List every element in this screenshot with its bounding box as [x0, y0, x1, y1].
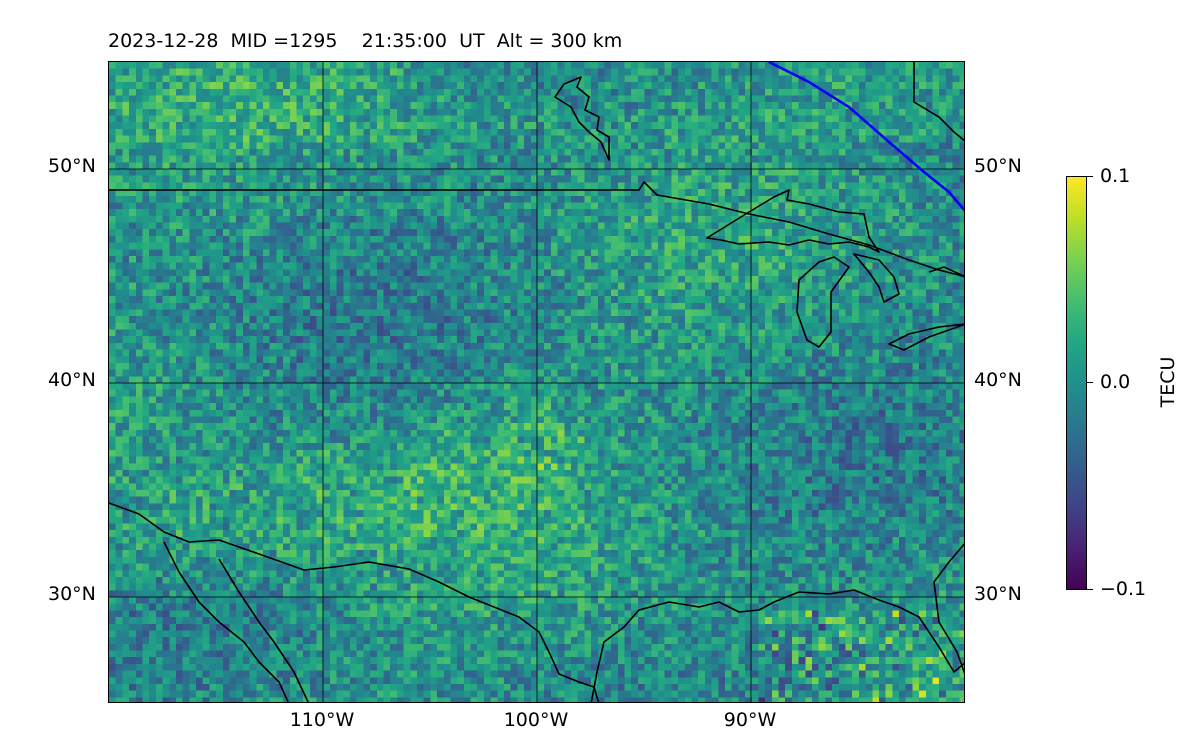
title-alt: Alt = 300 km [496, 30, 623, 52]
hudson-bay-coast [554, 76, 610, 161]
coastlines-and-borders [109, 62, 964, 702]
lat-label-right-50n: 50°N [974, 155, 1022, 177]
lat-label-right-30n: 30°N [974, 583, 1022, 605]
colorbar-tick-min [1087, 589, 1093, 590]
lake-michigan [796, 256, 850, 348]
colorbar [1066, 176, 1087, 590]
lat-label-left-40n: 40°N [48, 369, 96, 391]
title-mid: MID =1295 [230, 30, 338, 52]
baja-peninsula [163, 541, 289, 702]
lake-superior [706, 189, 880, 253]
map-title: 2023-12-28 MID =1295 21:35:00 UT Alt = 3… [108, 30, 622, 52]
title-time: 21:35:00 [361, 30, 447, 52]
gulf-of-california [218, 558, 309, 702]
terminator-line [768, 62, 964, 212]
gulf-coast [590, 589, 964, 702]
map-panel [108, 61, 965, 703]
us-canada-border [109, 181, 964, 278]
lon-label-90w: 90°W [723, 709, 777, 731]
map-overlay [109, 62, 964, 702]
colorbar-label-min: −0.1 [1100, 578, 1147, 600]
colorbar-title: TECU [1157, 356, 1179, 408]
lat-label-left-30n: 30°N [48, 583, 96, 605]
lon-label-110w: 110°W [289, 709, 355, 731]
lake-ontario [928, 266, 964, 277]
hudson-bay-east [913, 62, 964, 142]
lat-label-left-50n: 50°N [48, 155, 96, 177]
colorbar-label-max: 0.1 [1100, 165, 1131, 187]
title-ut: UT [459, 30, 485, 52]
colorbar-tick-max [1087, 176, 1093, 177]
lon-label-100w: 100°W [503, 709, 569, 731]
lake-erie [888, 323, 964, 351]
graticule [109, 62, 964, 702]
lat-label-right-40n: 40°N [974, 369, 1022, 391]
florida-coast [933, 543, 964, 674]
mexico-border [109, 502, 600, 702]
title-date: 2023-12-28 [108, 30, 219, 52]
colorbar-tick-zero [1087, 382, 1093, 383]
lake-huron [853, 253, 900, 303]
colorbar-label-zero: 0.0 [1100, 371, 1131, 393]
